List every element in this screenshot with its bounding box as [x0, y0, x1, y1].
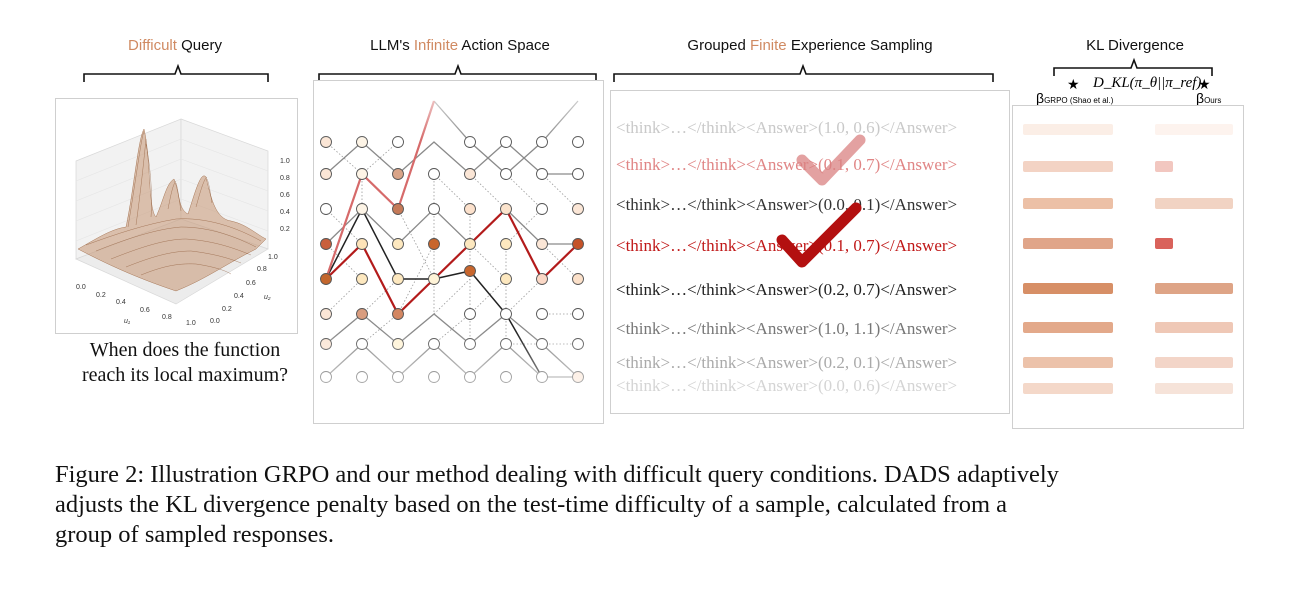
brace-action: [318, 63, 597, 82]
z-tick-2: 0.6: [280, 192, 290, 199]
caption-line-1: Figure 2: Illustration GRPO and our meth…: [55, 461, 1059, 488]
y-tick-5: 1.0: [268, 254, 278, 261]
kl-panel: [1012, 105, 1244, 429]
kl-bar-ours: [1155, 283, 1233, 294]
kl-bar-ours: [1155, 161, 1173, 172]
x-tick-3: 0.6: [140, 307, 150, 314]
kl-bar-grpo: [1023, 198, 1113, 209]
x-tick-0: 0.0: [76, 284, 86, 291]
brace-query: [83, 63, 269, 82]
response-6: <think>…</think><Answer>(1.0, 1.1)</Answ…: [616, 319, 958, 338]
beta-grpo-sub: GRPO (Shao et al.): [1044, 96, 1114, 105]
y-tick-4: 0.8: [257, 266, 267, 273]
action-space-panel: [313, 80, 604, 424]
surface-mesh: [77, 128, 267, 292]
z-tick-3: 0.4: [280, 209, 290, 216]
action-space-header: LLM's Infinite Action Space: [340, 37, 580, 54]
kl-header: KL Divergence: [1086, 37, 1184, 54]
sampling-header-post: Experience Sampling: [786, 37, 933, 54]
kl-bar-grpo: [1023, 283, 1113, 294]
response-1: <think>…</think><Answer>(1.0, 0.6)</Answ…: [616, 118, 958, 137]
query-header-highlight: Difficult: [128, 37, 177, 54]
kl-bar-grpo: [1023, 383, 1113, 394]
x-axis-label: u₁: [124, 318, 131, 325]
beta-grpo-symbol: β: [1036, 90, 1045, 106]
sampling-header-pre: Grouped: [687, 37, 750, 54]
query-question: When does the function reach its local m…: [60, 338, 310, 388]
beta-ours-sub: Ours: [1204, 96, 1222, 105]
response-5: <think>…</think><Answer>(0.2, 0.7)</Answ…: [616, 280, 958, 299]
question-line-1: When does the function: [89, 339, 281, 361]
kl-bar-grpo: [1023, 161, 1113, 172]
kl-bar-ours: [1155, 357, 1233, 368]
action-space-graph: [314, 81, 603, 423]
kl-bar-grpo: [1023, 357, 1113, 368]
kl-bar-ours: [1155, 124, 1233, 135]
kl-formula: D_KL(π_θ||π_ref): [1093, 75, 1202, 91]
figure-caption: Figure 2: Illustration GRPO and our meth…: [55, 460, 1255, 550]
brace-sampling: [613, 63, 994, 82]
beta-ours-label: βOurs: [1196, 90, 1221, 108]
star-icon-left: ★: [1067, 76, 1080, 92]
response-8: <think>…</think><Answer>(0.0, 0.6)</Answ…: [616, 376, 958, 395]
caption-line-3: group of sampled responses.: [55, 521, 334, 548]
star-icon-right: ★: [1198, 76, 1211, 92]
x-tick-2: 0.4: [116, 299, 126, 306]
surface-plot-panel: 1.0 0.8 0.6 0.4 0.2 0.0 0.2 0.4 0.6 0.8 …: [55, 98, 298, 334]
response-3: <think>…</think><Answer>(0.0, 0.1)</Answ…: [616, 195, 958, 214]
response-2: <think>…</think><Answer>(0.1, 0.7)</Answ…: [616, 155, 958, 174]
red-path-1: [324, 100, 436, 280]
query-header-rest: Query: [176, 37, 222, 54]
response-7: <think>…</think><Answer>(0.2, 0.1)</Answ…: [616, 353, 958, 372]
y-tick-3: 0.6: [246, 280, 256, 287]
checkmarks: [776, 134, 866, 268]
y-tick-0: 0.0: [210, 318, 220, 325]
y-tick-1: 0.2: [222, 306, 232, 313]
caption-line-2: adjusts the KL divergence penalty based …: [55, 491, 1008, 518]
braces: [83, 57, 1213, 82]
kl-bar-ours: [1155, 238, 1173, 249]
beta-ours-symbol: β: [1196, 90, 1205, 106]
y-tick-2: 0.4: [234, 293, 244, 300]
x-tick-1: 0.2: [96, 292, 106, 299]
x-tick-5: 1.0: [186, 320, 196, 327]
y-axis-label: u₂: [264, 294, 271, 301]
red-path-2: [325, 207, 579, 316]
x-tick-4: 0.8: [162, 314, 172, 321]
sampling-header-highlight: Finite: [749, 37, 787, 54]
action-header-pre: LLM's: [370, 37, 414, 54]
sampling-header: Grouped Finite Experience Sampling: [660, 37, 960, 54]
beta-grpo-label: βGRPO (Shao et al.): [1036, 90, 1113, 108]
check-icon-light: [796, 134, 866, 186]
kl-bar-ours: [1155, 322, 1233, 333]
brace-kl: [1053, 57, 1213, 76]
kl-bar-grpo: [1023, 238, 1113, 249]
kl-bar-ours: [1155, 198, 1233, 209]
kl-bar-grpo: [1023, 124, 1113, 135]
kl-bar-grpo: [1023, 322, 1113, 333]
action-header-post: Action Space: [458, 37, 550, 54]
surface-plot: 1.0 0.8 0.6 0.4 0.2 0.0 0.2 0.4 0.6 0.8 …: [75, 118, 290, 327]
z-tick-4: 0.2: [280, 226, 290, 233]
z-tick-0: 1.0: [280, 158, 290, 165]
kl-formula-row: ★ D_KL(π_θ||π_ref) ★: [1063, 75, 1213, 97]
kl-bar-ours: [1155, 383, 1233, 394]
action-header-highlight: Infinite: [413, 37, 459, 54]
query-header: Difficult Query: [95, 37, 255, 54]
z-tick-1: 0.8: [280, 175, 290, 182]
question-line-2: reach its local maximum?: [81, 364, 289, 386]
check-icon-dark: [776, 202, 862, 268]
